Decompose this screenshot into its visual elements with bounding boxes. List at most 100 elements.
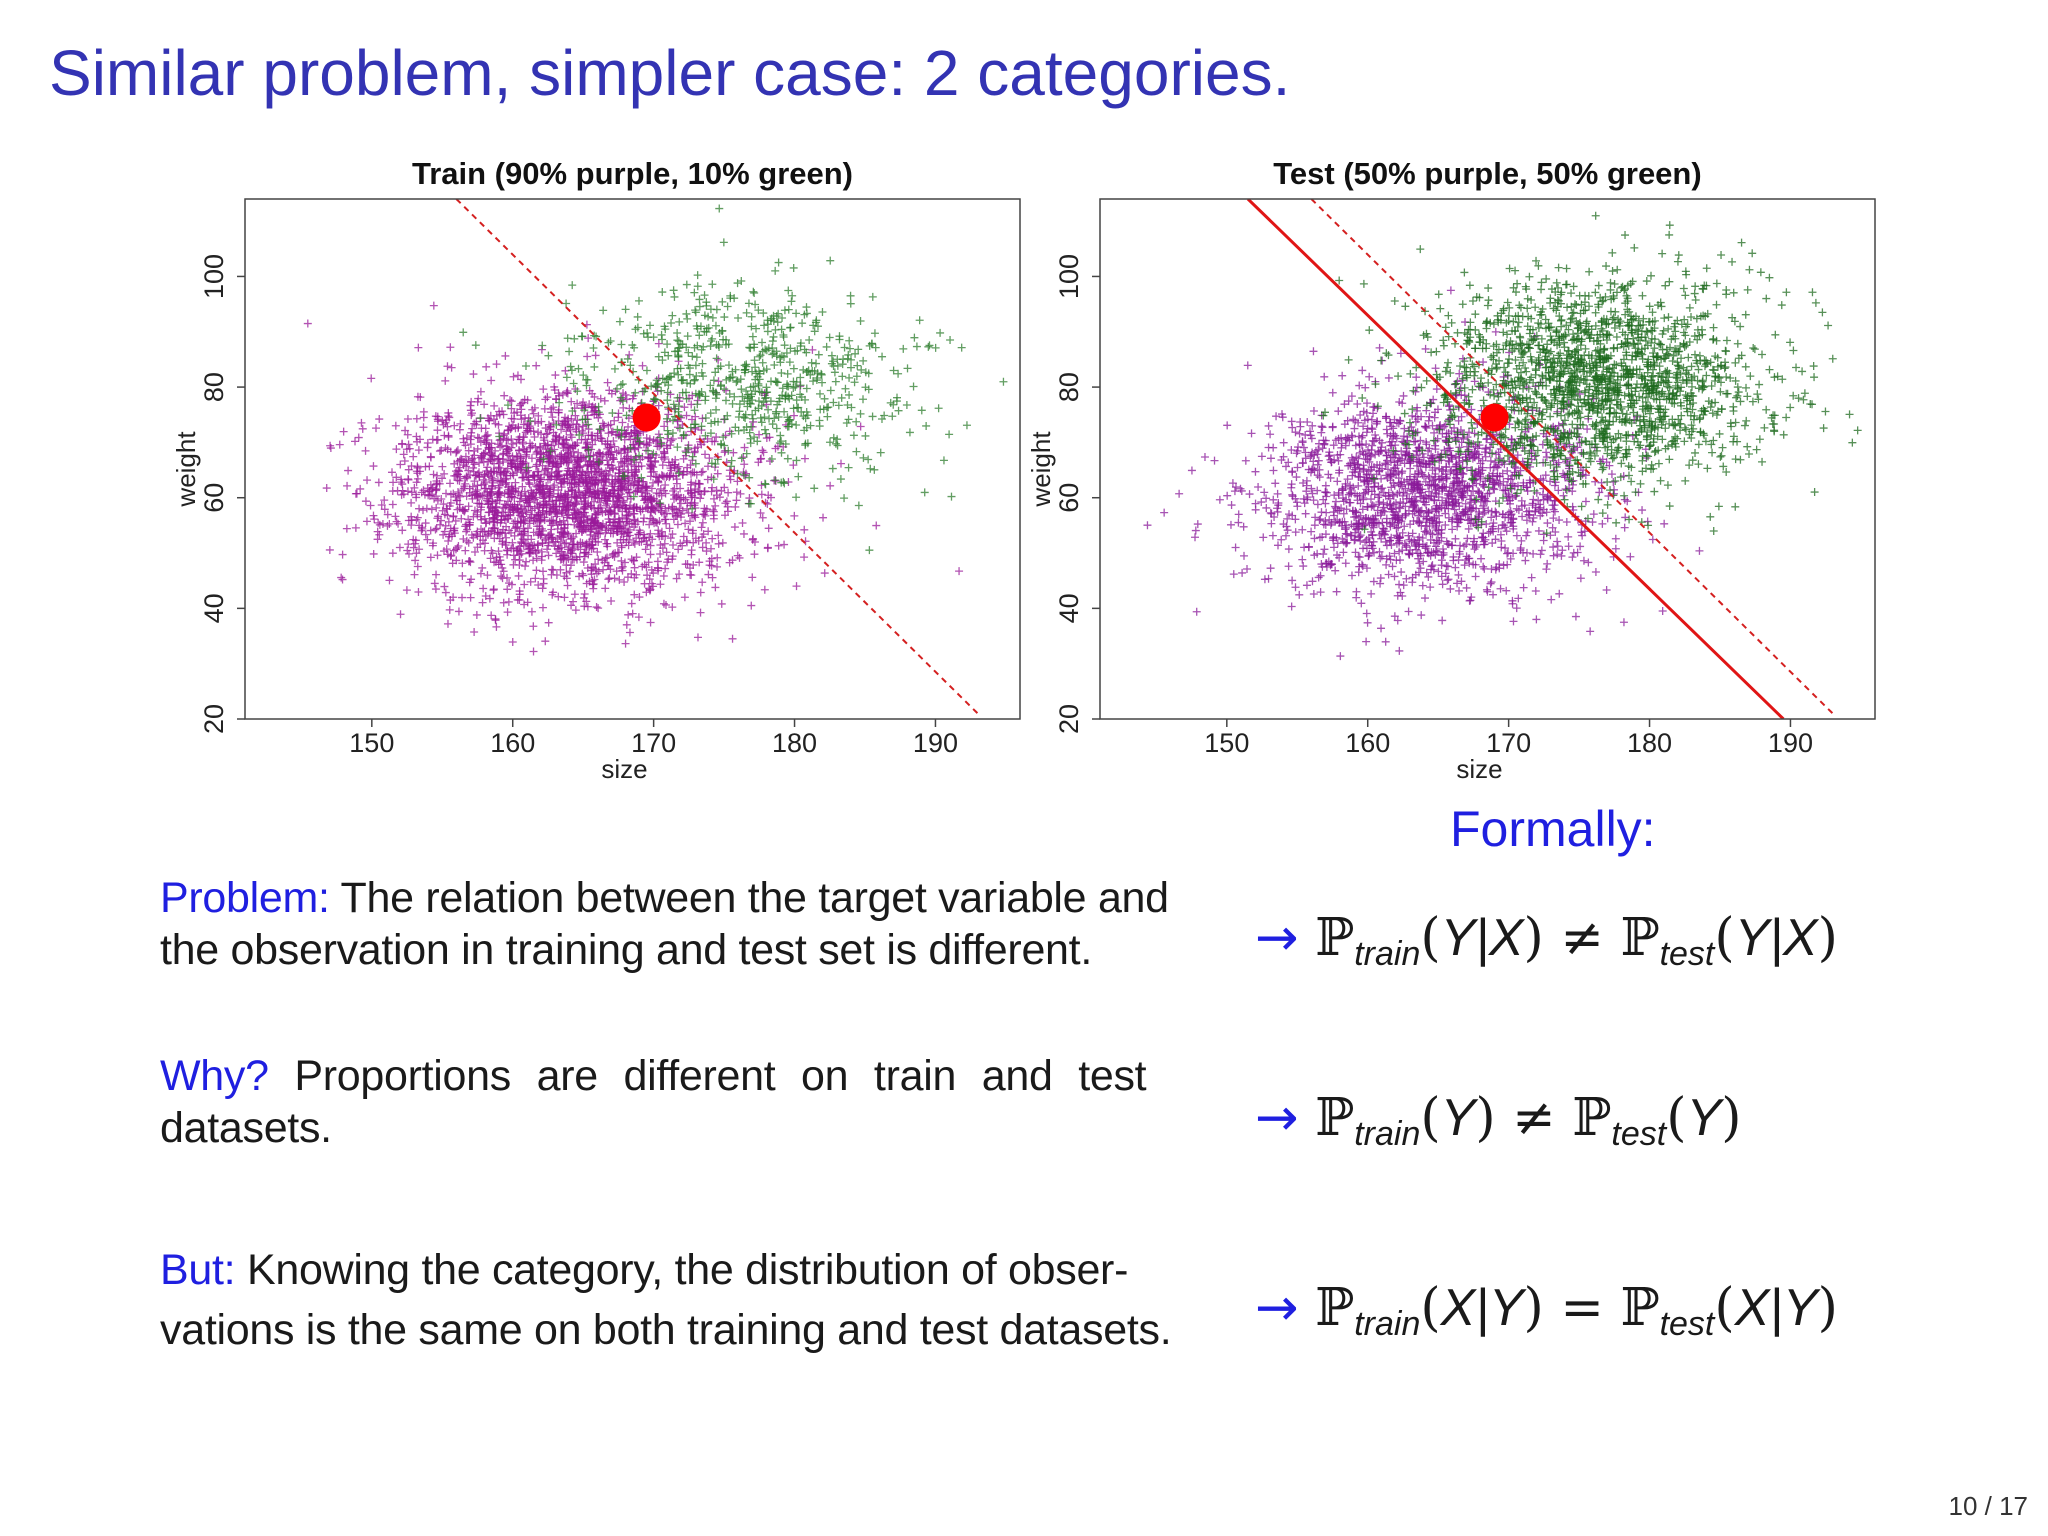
data-point-purple: [708, 534, 717, 543]
data-point-purple: [500, 391, 509, 400]
data-point-purple: [1215, 495, 1224, 504]
data-point-purple: [659, 455, 668, 464]
data-point-purple: [645, 520, 654, 529]
data-point-purple: [444, 412, 453, 421]
data-point-purple: [392, 473, 401, 482]
data-point-purple: [620, 578, 629, 587]
data-point-purple: [1300, 543, 1309, 552]
data-point-purple: [1313, 500, 1322, 509]
data-point-purple: [1658, 607, 1667, 616]
data-point-purple: [430, 579, 439, 588]
data-point-purple: [449, 512, 458, 521]
data-point-purple: [1257, 452, 1266, 461]
data-point-purple: [1537, 546, 1546, 555]
data-point-purple: [757, 481, 766, 490]
data-point-purple: [426, 553, 435, 562]
data-point-purple: [466, 593, 475, 602]
data-point-purple: [520, 395, 529, 404]
data-point-purple: [1351, 441, 1360, 450]
data-point-purple: [1502, 586, 1511, 595]
data-point-purple: [462, 433, 471, 442]
train-scatter-chart: Train (90% purple, 10% green)150 160 170 18…: [171, 156, 1021, 784]
data-point-purple: [1315, 465, 1324, 474]
data-point-purple: [1328, 534, 1337, 543]
data-point-purple: [601, 554, 610, 563]
data-point-purple: [590, 575, 599, 584]
data-point-purple: [575, 572, 584, 581]
data-point-purple: [1486, 579, 1495, 588]
data-point-purple: [1238, 568, 1247, 577]
data-point-purple: [1291, 583, 1300, 592]
data-point-purple: [451, 516, 460, 525]
data-point-purple: [1299, 562, 1308, 571]
data-point-purple: [686, 517, 695, 526]
data-point-purple: [377, 500, 386, 509]
data-point-purple: [1571, 612, 1580, 621]
data-point-purple: [401, 426, 410, 435]
data-point-purple: [1283, 526, 1292, 535]
data-point-purple: [457, 514, 466, 523]
data-point-purple: [774, 541, 783, 550]
data-point-purple: [562, 427, 571, 436]
data-point-purple: [432, 524, 441, 533]
data-point-purple: [342, 524, 351, 533]
data-point-purple: [1257, 498, 1266, 507]
data-point-purple: [1396, 556, 1405, 565]
data-point-purple: [532, 566, 541, 575]
data-point-purple: [426, 526, 435, 535]
data-point-purple: [497, 441, 506, 450]
points-layer: [303, 204, 1008, 656]
data-point-purple: [1484, 506, 1493, 515]
data-point-purple: [1607, 470, 1616, 479]
data-point-purple: [1287, 483, 1296, 492]
data-point-purple: [438, 462, 447, 471]
data-point-purple: [1455, 369, 1464, 378]
data-point-purple: [394, 519, 403, 528]
data-point-purple: [1231, 543, 1240, 552]
data-point-purple: [571, 606, 580, 615]
data-point-purple: [1284, 562, 1293, 571]
data-point-purple: [343, 481, 352, 490]
data-point-purple: [666, 534, 675, 543]
points-layer: [1143, 211, 1862, 661]
data-point-purple: [1487, 578, 1496, 587]
data-point-purple: [547, 570, 556, 579]
data-point-purple: [1243, 361, 1252, 370]
data-point-purple: [443, 422, 452, 431]
data-point-purple: [361, 446, 370, 455]
data-point-purple: [1268, 531, 1277, 540]
data-point-purple: [1568, 553, 1577, 562]
data-point-purple: [607, 596, 616, 605]
data-point-purple: [732, 488, 741, 497]
data-point-purple: [1562, 517, 1571, 526]
data-point-purple: [1260, 488, 1269, 497]
data-point-purple: [1362, 399, 1371, 408]
data-point-purple: [532, 448, 541, 457]
data-point-purple: [412, 478, 421, 487]
data-point-purple: [1193, 520, 1202, 529]
data-point-purple: [1378, 484, 1387, 493]
data-point-purple: [1309, 347, 1318, 356]
data-point-purple: [628, 609, 637, 618]
data-point-purple: [698, 578, 707, 587]
data-point-purple: [1621, 513, 1630, 522]
data-point-purple: [630, 590, 639, 599]
data-point-purple: [1553, 550, 1562, 559]
data-point-purple: [441, 588, 450, 597]
data-point-purple: [663, 444, 672, 453]
data-point-purple: [1415, 559, 1424, 568]
data-point-purple: [800, 454, 809, 463]
data-point-purple: [567, 433, 576, 442]
data-point-purple: [1549, 543, 1558, 552]
data-point-purple: [1521, 556, 1530, 565]
data-point-purple: [486, 554, 495, 563]
data-point-purple: [444, 537, 453, 546]
data-point-purple: [352, 489, 361, 498]
data-point-purple: [1369, 577, 1378, 586]
data-point-purple: [1509, 617, 1518, 626]
data-point-purple: [707, 561, 716, 570]
data-point-purple: [548, 413, 557, 422]
data-point-purple: [625, 628, 634, 637]
slide-title: Similar problem, simpler case: 2 categor…: [49, 37, 1291, 109]
data-point-purple: [1421, 594, 1430, 603]
